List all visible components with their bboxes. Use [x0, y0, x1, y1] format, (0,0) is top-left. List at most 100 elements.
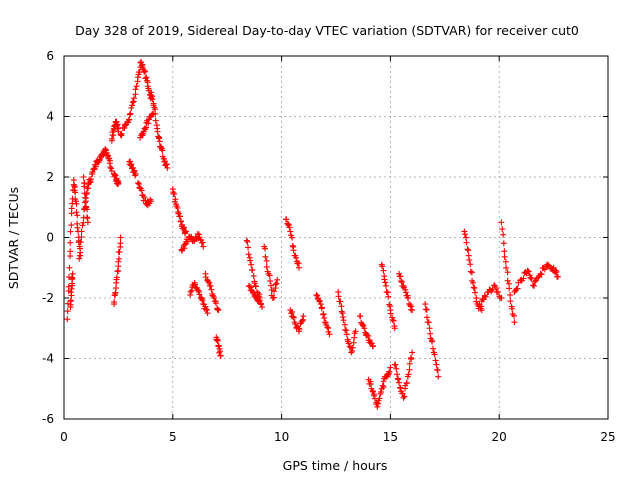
data-point [64, 300, 71, 307]
data-point [431, 351, 438, 358]
data-point [465, 247, 472, 254]
data-point [361, 325, 368, 332]
data-point [72, 198, 79, 205]
data-point [118, 130, 125, 137]
data-point [467, 268, 474, 275]
data-point [340, 314, 347, 321]
data-point [538, 271, 545, 278]
data-point [320, 310, 327, 317]
y-tick-label: 6 [46, 49, 54, 63]
data-point [350, 339, 357, 346]
data-point [215, 343, 222, 350]
data-point [537, 270, 544, 277]
data-point [494, 288, 501, 295]
data-point [525, 268, 532, 275]
data-point [498, 295, 505, 301]
data-point [128, 161, 135, 168]
data-point [199, 239, 206, 246]
data-point [369, 343, 376, 350]
y-tick-label: 2 [46, 170, 54, 184]
data-point [422, 301, 429, 308]
data-point [172, 196, 179, 203]
data-point [66, 264, 73, 271]
data-point [424, 314, 431, 321]
data-point [406, 360, 413, 367]
data-point [389, 316, 396, 323]
data-point [132, 170, 139, 177]
data-point [262, 245, 269, 252]
y-tick-label: -6 [42, 412, 54, 426]
data-point [131, 167, 138, 174]
data-point [409, 349, 416, 356]
data-point [164, 164, 171, 171]
data-point [405, 294, 412, 301]
data-point [316, 297, 323, 304]
data-point [182, 228, 189, 235]
data-point [380, 384, 387, 391]
data-point [387, 310, 394, 317]
data-point [141, 194, 148, 201]
data-point [257, 301, 264, 308]
data-points [64, 59, 561, 410]
data-point [478, 303, 485, 310]
data-point [313, 291, 320, 298]
data-point [152, 117, 159, 124]
data-point [184, 238, 191, 245]
data-point [434, 367, 441, 374]
data-point [64, 316, 71, 323]
data-point [148, 111, 155, 118]
data-point [247, 257, 254, 264]
data-point [374, 403, 381, 410]
x-tick-label: 20 [492, 430, 507, 444]
data-point [274, 276, 281, 283]
data-point [326, 331, 333, 338]
x-tick-label: 15 [383, 430, 398, 444]
data-point [393, 365, 400, 372]
data-point [191, 281, 198, 288]
data-point [283, 216, 290, 223]
x-tick-label: 10 [274, 430, 289, 444]
data-point [324, 324, 331, 331]
data-point [243, 237, 250, 244]
data-point [156, 138, 163, 145]
data-point [259, 304, 266, 311]
data-point [341, 321, 348, 328]
data-point [498, 219, 505, 226]
data-point [500, 231, 507, 238]
data-point [507, 291, 514, 298]
data-point [111, 292, 118, 299]
data-point [247, 284, 254, 291]
data-point [397, 273, 404, 280]
data-point [430, 345, 437, 352]
data-point [70, 177, 77, 184]
data-point [504, 269, 511, 276]
data-point [288, 310, 295, 317]
data-point [482, 293, 489, 300]
data-point [154, 128, 161, 135]
data-point [394, 371, 401, 378]
data-point [340, 317, 347, 324]
data-point [141, 68, 148, 75]
data-point [78, 228, 85, 235]
data-point [376, 395, 383, 402]
data-point [349, 344, 356, 351]
data-point [143, 74, 150, 81]
data-point [266, 272, 273, 279]
data-point [509, 305, 516, 312]
data-point [338, 303, 345, 310]
data-point [470, 284, 477, 291]
data-point [405, 371, 412, 378]
data-point [73, 200, 80, 207]
y-tick-label: 0 [46, 231, 54, 245]
data-point [544, 261, 551, 268]
data-point [271, 288, 278, 295]
data-point [296, 326, 303, 333]
chart-title: Day 328 of 2019, Sidereal Day-to-day VTE… [75, 23, 579, 38]
data-point [541, 266, 548, 273]
data-point [131, 95, 138, 102]
data-point [104, 152, 111, 159]
data-point [117, 240, 124, 247]
data-point [204, 306, 211, 313]
